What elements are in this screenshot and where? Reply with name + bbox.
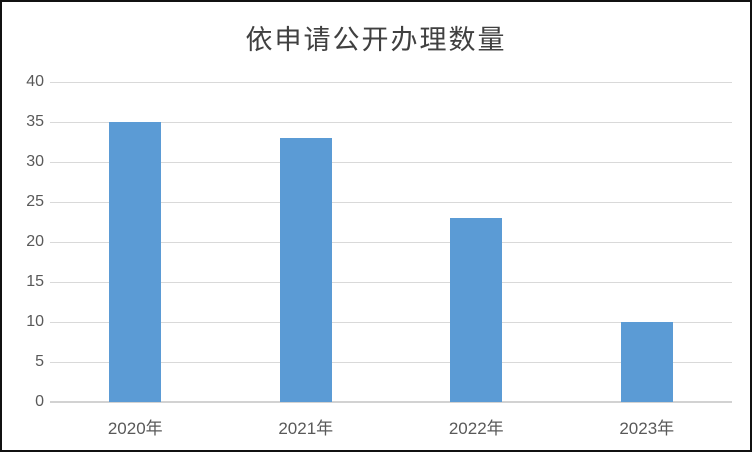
x-axis-line [50,401,732,403]
y-axis-label-20: 20 [26,233,44,250]
x-axis-label-2023年: 2023年 [619,419,675,438]
chart-title: 依申请公开办理数量 [245,25,507,55]
bar-2023年 [620,322,673,402]
y-axis-label-30: 30 [26,153,44,170]
gridline-y-30 [50,162,732,163]
y-axis-label-5: 5 [35,353,44,370]
gridline-y-5 [50,362,732,363]
plot-area: 40 35 30 25 20 15 10 5 0 2020年 2021年 2022年 2023年 [26,73,732,438]
bar-2022年 [450,218,503,402]
y-axis-label-25: 25 [26,193,44,210]
bar-2021年 [279,138,332,402]
y-axis-label-40: 40 [26,73,44,90]
gridline-y-25 [50,202,732,203]
y-axis-label-35: 35 [26,113,44,130]
y-axis-label-10: 10 [26,313,44,330]
gridline-y-20 [50,242,732,243]
gridline-y-40 [50,82,732,83]
x-axis-label-2020年: 2020年 [107,419,163,438]
gridline-y-35 [50,122,732,123]
x-axis-label-2021年: 2021年 [278,419,334,438]
gridline-y-10 [50,322,732,323]
y-axis-label-0: 0 [35,393,44,410]
x-axis-label-2022年: 2022年 [448,419,504,438]
bar-2020年 [109,122,162,402]
y-axis-label-15: 15 [26,273,44,290]
gridline-y-15 [50,282,732,283]
